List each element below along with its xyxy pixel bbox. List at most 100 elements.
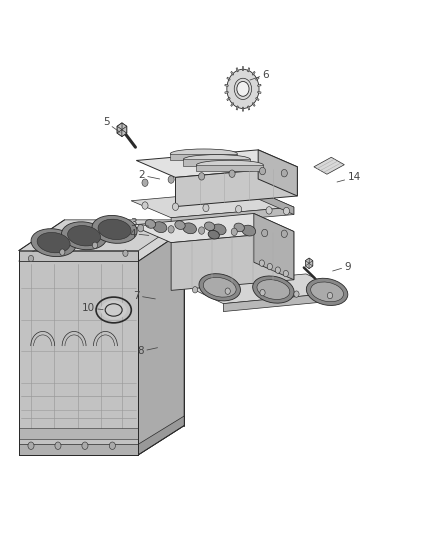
Ellipse shape bbox=[101, 301, 127, 319]
Polygon shape bbox=[309, 263, 313, 269]
Text: 5: 5 bbox=[102, 117, 120, 132]
Polygon shape bbox=[231, 102, 234, 107]
Ellipse shape bbox=[306, 278, 348, 305]
Text: 14: 14 bbox=[337, 172, 360, 182]
Polygon shape bbox=[122, 123, 127, 130]
Polygon shape bbox=[256, 77, 259, 80]
Circle shape bbox=[259, 167, 265, 175]
Polygon shape bbox=[258, 150, 297, 196]
Text: 3: 3 bbox=[130, 218, 149, 228]
Ellipse shape bbox=[184, 155, 251, 164]
Circle shape bbox=[236, 206, 242, 213]
Ellipse shape bbox=[205, 222, 215, 231]
Circle shape bbox=[92, 242, 98, 248]
Circle shape bbox=[237, 82, 249, 96]
Ellipse shape bbox=[199, 273, 240, 301]
Circle shape bbox=[260, 289, 265, 296]
Polygon shape bbox=[171, 207, 294, 225]
Polygon shape bbox=[309, 261, 313, 266]
Polygon shape bbox=[117, 126, 122, 133]
Circle shape bbox=[203, 204, 209, 212]
Polygon shape bbox=[117, 123, 122, 130]
Circle shape bbox=[294, 291, 299, 297]
Polygon shape bbox=[258, 92, 261, 93]
Circle shape bbox=[281, 230, 287, 238]
Polygon shape bbox=[254, 190, 294, 215]
Circle shape bbox=[283, 270, 289, 277]
Polygon shape bbox=[131, 214, 294, 243]
Polygon shape bbox=[256, 98, 259, 101]
Polygon shape bbox=[19, 220, 184, 251]
Polygon shape bbox=[122, 126, 127, 133]
Polygon shape bbox=[242, 107, 244, 111]
Polygon shape bbox=[252, 102, 255, 107]
Circle shape bbox=[283, 207, 290, 215]
Polygon shape bbox=[254, 214, 294, 280]
Circle shape bbox=[259, 260, 265, 266]
Ellipse shape bbox=[153, 222, 167, 232]
Polygon shape bbox=[19, 261, 138, 455]
Circle shape bbox=[192, 287, 198, 293]
Circle shape bbox=[327, 293, 332, 298]
Circle shape bbox=[110, 442, 116, 449]
Ellipse shape bbox=[175, 221, 185, 229]
Circle shape bbox=[142, 179, 148, 187]
Polygon shape bbox=[225, 92, 228, 93]
Polygon shape bbox=[184, 159, 251, 166]
Polygon shape bbox=[170, 154, 237, 160]
Polygon shape bbox=[122, 130, 127, 136]
Polygon shape bbox=[138, 416, 184, 455]
Ellipse shape bbox=[61, 222, 106, 249]
Ellipse shape bbox=[67, 225, 101, 246]
Ellipse shape bbox=[212, 224, 226, 235]
Circle shape bbox=[123, 250, 128, 256]
Polygon shape bbox=[171, 231, 294, 290]
Circle shape bbox=[231, 228, 237, 236]
Polygon shape bbox=[227, 77, 230, 80]
Polygon shape bbox=[247, 106, 250, 110]
Polygon shape bbox=[131, 190, 294, 217]
Polygon shape bbox=[176, 167, 297, 207]
Circle shape bbox=[168, 225, 174, 233]
Polygon shape bbox=[19, 428, 138, 439]
Circle shape bbox=[60, 249, 65, 255]
Text: 4: 4 bbox=[130, 229, 149, 239]
Polygon shape bbox=[196, 165, 263, 172]
Text: 7: 7 bbox=[133, 290, 155, 301]
Polygon shape bbox=[223, 292, 345, 312]
Polygon shape bbox=[138, 230, 184, 455]
Circle shape bbox=[168, 176, 174, 183]
Circle shape bbox=[173, 203, 179, 211]
Ellipse shape bbox=[311, 282, 343, 302]
Circle shape bbox=[281, 169, 287, 177]
Ellipse shape bbox=[257, 280, 290, 300]
Circle shape bbox=[267, 263, 272, 270]
Ellipse shape bbox=[145, 220, 155, 228]
Ellipse shape bbox=[183, 223, 197, 233]
Ellipse shape bbox=[208, 230, 219, 239]
Polygon shape bbox=[314, 157, 344, 174]
Polygon shape bbox=[117, 130, 122, 136]
Polygon shape bbox=[305, 263, 309, 269]
Polygon shape bbox=[236, 68, 238, 72]
Circle shape bbox=[28, 255, 34, 262]
Polygon shape bbox=[225, 84, 228, 86]
Polygon shape bbox=[247, 68, 250, 72]
Polygon shape bbox=[258, 84, 261, 86]
Ellipse shape bbox=[170, 149, 237, 158]
Circle shape bbox=[142, 202, 148, 209]
Circle shape bbox=[261, 229, 268, 237]
Ellipse shape bbox=[37, 232, 70, 253]
Text: 9: 9 bbox=[332, 262, 351, 271]
Polygon shape bbox=[236, 106, 238, 110]
Polygon shape bbox=[136, 150, 297, 177]
Circle shape bbox=[55, 442, 61, 449]
Polygon shape bbox=[252, 71, 255, 75]
Text: 2: 2 bbox=[138, 171, 160, 180]
Polygon shape bbox=[184, 274, 345, 304]
Circle shape bbox=[225, 288, 230, 294]
Text: 8: 8 bbox=[138, 346, 158, 357]
Polygon shape bbox=[305, 258, 309, 263]
Circle shape bbox=[138, 224, 144, 232]
Polygon shape bbox=[242, 67, 244, 71]
